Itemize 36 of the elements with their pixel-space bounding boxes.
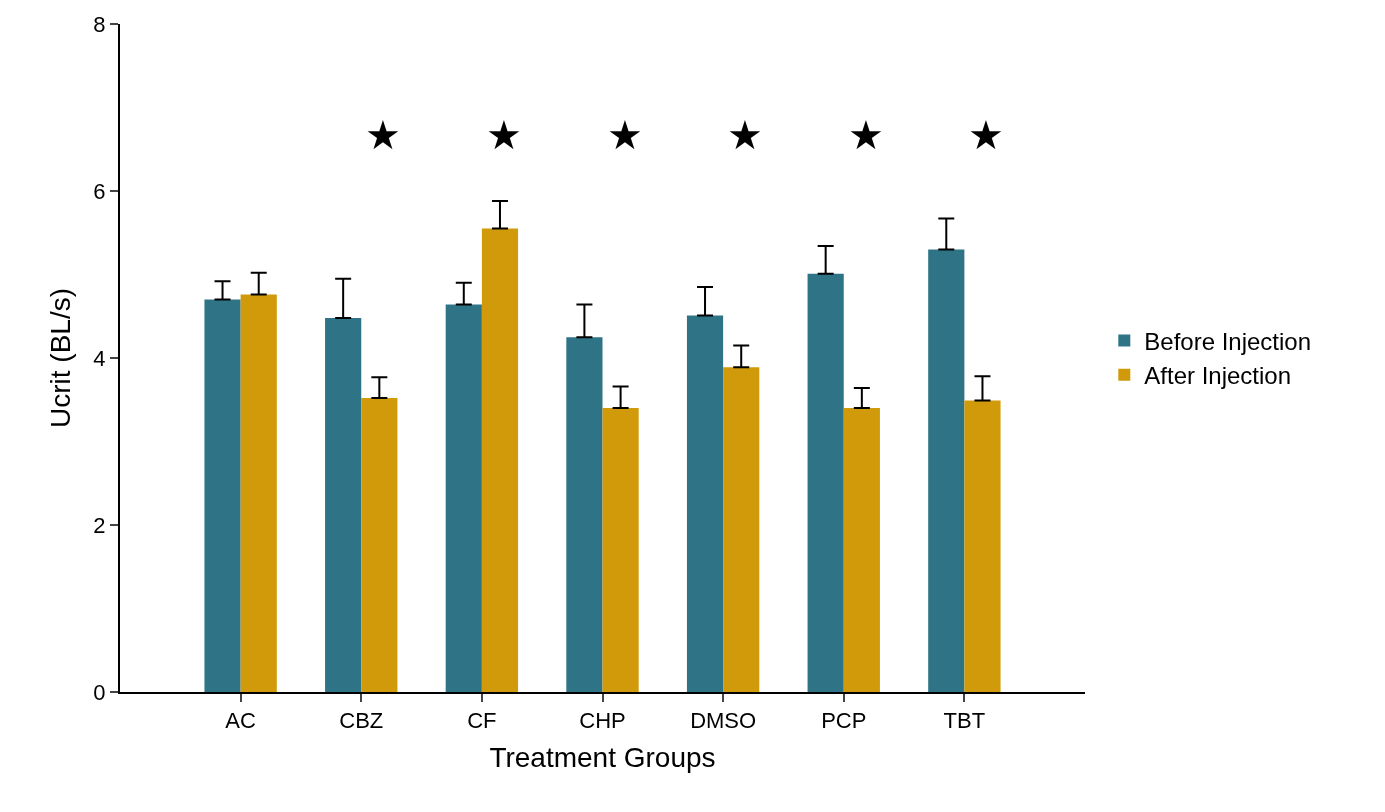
annotation: ★ xyxy=(486,113,522,157)
y-axis-title: Ucrit (BL/s) xyxy=(44,288,76,428)
annotation: ★ xyxy=(607,113,643,157)
bar xyxy=(566,337,603,692)
annotation: ★ xyxy=(968,113,1004,157)
legend-label: Before Injection xyxy=(1144,327,1312,355)
bar xyxy=(686,315,724,692)
bar xyxy=(445,304,482,692)
bar xyxy=(240,294,277,692)
x-tick-label: PCP xyxy=(821,708,867,734)
bar xyxy=(361,398,398,692)
x-tick-label: CF xyxy=(467,708,497,734)
y-tick-label: 8 xyxy=(93,11,106,37)
x-tick-label: TBT xyxy=(943,708,986,734)
annotation: ★ xyxy=(365,113,401,157)
x-tick-label: CBZ xyxy=(339,708,384,734)
annotation: ★ xyxy=(727,113,763,157)
bar xyxy=(843,408,880,692)
y-tick-label: 2 xyxy=(93,512,106,538)
bar xyxy=(325,317,362,692)
x-tick-label: DMSO xyxy=(690,708,757,734)
bar xyxy=(964,400,1001,692)
y-tick-label: 4 xyxy=(93,345,106,371)
x-tick-label: CHP xyxy=(579,708,626,734)
x-axis-title: Treatment Groups xyxy=(489,742,716,773)
x-tick-label: AC xyxy=(225,708,257,734)
bar xyxy=(807,273,844,692)
bar xyxy=(928,249,965,692)
legend-label: After Injection xyxy=(1144,362,1292,390)
y-tick-label: 6 xyxy=(93,178,106,204)
bar xyxy=(481,228,519,692)
annotation: ★ xyxy=(848,113,884,157)
y-tick-label: 0 xyxy=(93,679,106,705)
bar xyxy=(723,367,760,692)
bar xyxy=(602,408,639,692)
bar xyxy=(204,299,241,692)
